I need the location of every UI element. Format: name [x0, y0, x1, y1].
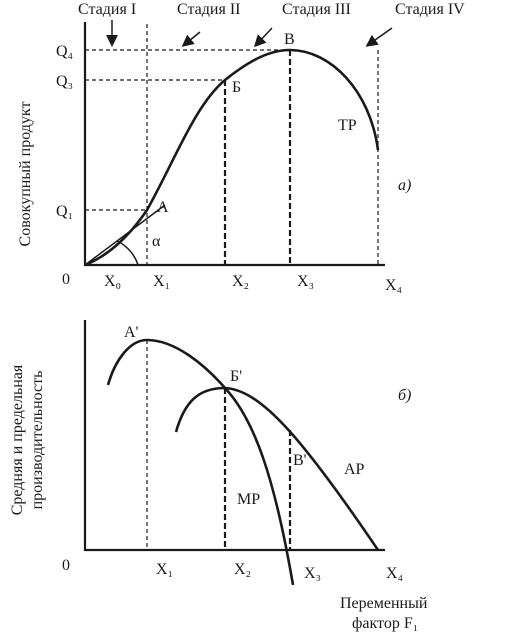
- x-label: X₄: [386, 565, 404, 582]
- bottom-panel: Средняя и предельная производительность …: [9, 320, 428, 632]
- stage-label: Стадия I: [78, 1, 136, 18]
- guide-lines: [223, 50, 292, 265]
- tangent: [84, 204, 166, 266]
- stage-arrow: [253, 27, 273, 48]
- tp-curve: [84, 48, 380, 267]
- guide-lines: [85, 49, 290, 211]
- curve-label: ТР: [338, 117, 357, 134]
- stage-label: Стадия II: [177, 1, 240, 18]
- x-label: X₂: [234, 561, 251, 578]
- x-label: X₂: [232, 273, 249, 290]
- point-label: В: [284, 31, 295, 48]
- x-axis-label: фактор F₁: [352, 615, 418, 632]
- angle-arc: [116, 240, 139, 266]
- y-label: производительность: [29, 371, 46, 510]
- origin: 0: [62, 271, 70, 288]
- x-label: X₀: [104, 273, 121, 290]
- point-label: В': [293, 452, 307, 469]
- angle-label: α: [152, 233, 161, 250]
- ap-curve: [174, 386, 380, 551]
- point-label: А: [157, 199, 169, 216]
- q-label: Q₄: [56, 43, 74, 60]
- axes: [83, 320, 385, 552]
- mp-curve: [106, 338, 295, 586]
- point-label: Б: [232, 79, 241, 96]
- x-label: X₄: [385, 277, 403, 294]
- q-label: Q₃: [56, 73, 73, 90]
- top-panel: Совокупный продукт а) 0 Q₄ Q₃ Q₁ X₀ X₁ X…: [17, 22, 411, 294]
- y-label: Совокупный продукт: [17, 102, 34, 247]
- x-label: X₁: [153, 273, 170, 290]
- x-label: X₃: [304, 565, 321, 582]
- stage-arrow: [181, 31, 201, 47]
- x-axis-label: Переменный: [340, 595, 428, 612]
- guide-lines: [223, 388, 292, 550]
- guide-lines: [146, 24, 379, 265]
- point-label: Б': [230, 368, 242, 385]
- y-label: Средняя и предельная: [9, 364, 26, 515]
- x-label: X₁: [156, 561, 173, 578]
- stage-arrow: [365, 27, 393, 47]
- stage-label: Стадия III: [282, 1, 351, 18]
- panel-label: а): [398, 177, 411, 194]
- curve-label: АР: [344, 461, 365, 478]
- x-label: X₃: [297, 273, 314, 290]
- panel-label: б): [398, 387, 411, 404]
- curve-label: МР: [237, 491, 260, 508]
- q-label: Q₁: [56, 203, 73, 220]
- point-label: А': [124, 324, 139, 341]
- stage-label: Стадия IV: [395, 1, 465, 18]
- axes: [83, 22, 385, 267]
- origin: 0: [62, 557, 70, 574]
